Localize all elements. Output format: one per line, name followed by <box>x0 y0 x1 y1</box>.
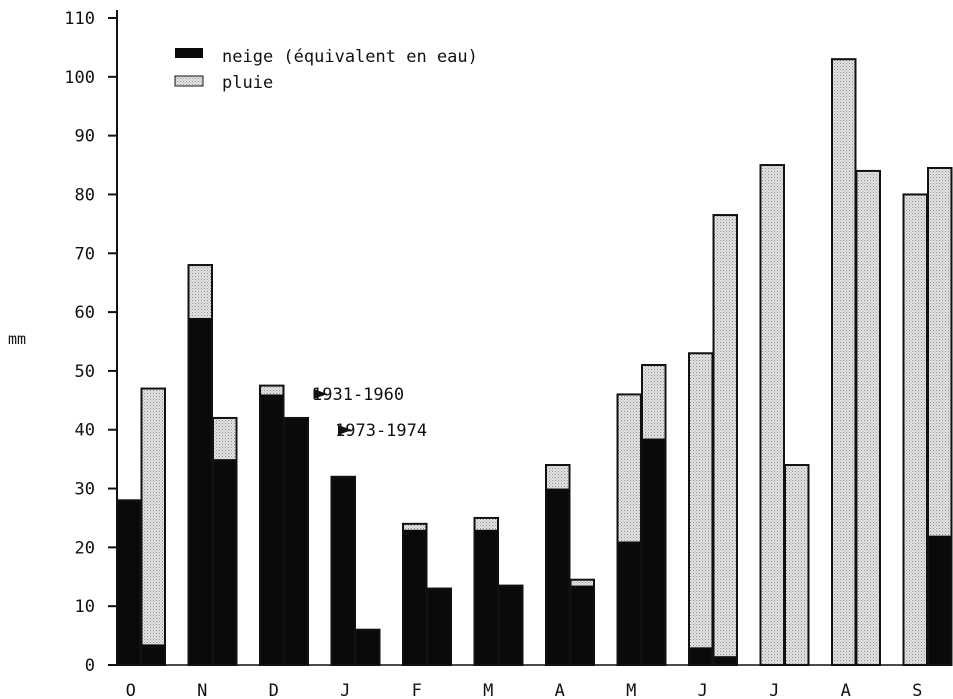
annotation-arrow-1973-1974 <box>338 425 352 435</box>
bar-snow-o-0-1931-1960 <box>117 500 141 665</box>
y-tick-label: 90 <box>75 127 95 147</box>
x-tick-label: N <box>197 681 207 699</box>
annotation-arrow-1931-1960 <box>313 389 328 399</box>
y-tick-label: 30 <box>75 480 95 500</box>
legend-rain-label: pluie <box>222 73 273 93</box>
y-tick-label: 70 <box>75 244 95 264</box>
x-tick-label: M <box>626 681 636 699</box>
bar-rain-d-2-1931-1960 <box>260 385 284 395</box>
x-tick-label: A <box>841 681 851 699</box>
y-tick-label: 100 <box>64 68 95 88</box>
bar-snow-d-2-1931-1960 <box>260 394 284 665</box>
x-tick-label: M <box>483 681 493 699</box>
bar-rain-o-0-1973-1974 <box>141 388 165 645</box>
annotations: 1931-1960 1973-1974 <box>312 385 427 441</box>
bar-snow-s-11-1973-1974 <box>928 535 952 665</box>
bar-snow-m-7-1973-1974 <box>642 438 666 665</box>
y-tick-label: 60 <box>75 303 95 323</box>
bar-rain-j-9-1931-1960 <box>760 165 784 665</box>
annotation-1973-1974: 1973-1974 <box>335 421 427 441</box>
bar-snow-f-4-1931-1960 <box>403 529 427 665</box>
bar-outline-a-6-1931-1960 <box>545 464 571 666</box>
y-tick-label: 20 <box>75 538 95 558</box>
bar-outline-m-5-1973-1974 <box>498 584 524 667</box>
bar-rain-s-11-1973-1974 <box>928 167 952 536</box>
bar-rain-j-9-1973-1974 <box>785 465 809 665</box>
y-axis-label: mm <box>8 330 26 348</box>
bar-outline-a-6-1973-1974 <box>569 578 595 666</box>
bar-rain-n-1-1931-1960 <box>188 265 212 318</box>
bar-rain-a-6-1931-1960 <box>546 465 570 489</box>
legend: neige (équivalent en eau) pluie <box>174 47 478 93</box>
bar-snow-o-0-1973-1974 <box>141 644 165 665</box>
bar-snow-m-5-1973-1974 <box>499 585 523 665</box>
x-tick-label: A <box>555 681 565 699</box>
bar-rain-j-8-1973-1974 <box>713 215 737 657</box>
legend-snow-label: neige (équivalent en eau) <box>222 47 478 67</box>
bar-snow-f-4-1973-1974 <box>427 588 451 665</box>
bar-outline-f-4-1973-1974 <box>426 587 452 667</box>
bar-rain-m-7-1931-1960 <box>617 394 641 542</box>
bar-rain-f-4-1931-1960 <box>403 523 427 530</box>
bar-rain-a-6-1973-1974 <box>570 579 594 586</box>
bar-snow-n-1-1931-1960 <box>188 317 212 665</box>
bar-rain-j-8-1931-1960 <box>689 353 713 648</box>
y-tick-label: 40 <box>75 421 95 441</box>
y-tick-label: 110 <box>64 9 95 29</box>
x-tick-label: D <box>269 681 279 699</box>
bar-rain-a-10-1973-1974 <box>856 170 880 665</box>
bar-outline-m-7-1973-1974 <box>641 364 667 666</box>
bar-snow-m-5-1931-1960 <box>474 529 498 665</box>
x-tick-label: J <box>769 681 779 699</box>
x-tick-label: F <box>412 681 422 699</box>
bar-outline-o-0-1973-1974 <box>140 387 166 666</box>
bar-rain-m-5-1931-1960 <box>474 517 498 530</box>
bar-rain-n-1-1973-1974 <box>213 417 237 460</box>
y-tick-label: 80 <box>75 185 95 205</box>
annotation-1931-1960: 1931-1960 <box>312 385 404 405</box>
bar-snow-a-6-1931-1960 <box>546 488 570 665</box>
bar-outline-d-2-1973-1974 <box>283 416 309 666</box>
bar-snow-d-2-1973-1974 <box>284 417 308 665</box>
bar-outline-j-8-1973-1974 <box>712 214 738 666</box>
bar-outline-n-1-1973-1974 <box>212 416 238 666</box>
bar-snow-n-1-1973-1974 <box>213 459 237 665</box>
bar-outline-j-3-1931-1960 <box>330 475 356 667</box>
bar-rain-m-7-1973-1974 <box>642 365 666 439</box>
bar-outline-a-10-1973-1974 <box>855 169 881 666</box>
bar-snow-a-6-1973-1974 <box>570 585 594 665</box>
bar-rain-a-10-1931-1960 <box>832 59 856 665</box>
bar-outline-j-9-1931-1960 <box>759 164 785 667</box>
x-tick-label: J <box>340 681 350 699</box>
legend-snow-swatch <box>175 48 203 58</box>
bars <box>116 58 953 667</box>
bar-snow-j-3-1973-1974 <box>356 629 380 665</box>
bar-outline-j-3-1973-1974 <box>355 628 381 667</box>
y-tick-label: 0 <box>85 656 95 676</box>
bar-outline-j-9-1973-1974 <box>784 464 810 666</box>
bar-snow-j-8-1973-1974 <box>713 656 737 665</box>
bar-rain-s-11-1931-1960 <box>903 194 927 666</box>
y-tick-label: 50 <box>75 362 95 382</box>
x-tick-label: J <box>698 681 708 699</box>
bar-snow-j-8-1931-1960 <box>689 647 713 665</box>
bar-snow-j-3-1931-1960 <box>331 476 355 665</box>
y-tick-label: 10 <box>75 597 95 617</box>
x-tick-label: O <box>126 681 136 699</box>
bar-snow-m-7-1931-1960 <box>617 541 641 665</box>
x-tick-label: S <box>912 681 922 699</box>
bar-outline-s-11-1973-1974 <box>927 166 953 666</box>
legend-rain-swatch <box>174 75 204 87</box>
